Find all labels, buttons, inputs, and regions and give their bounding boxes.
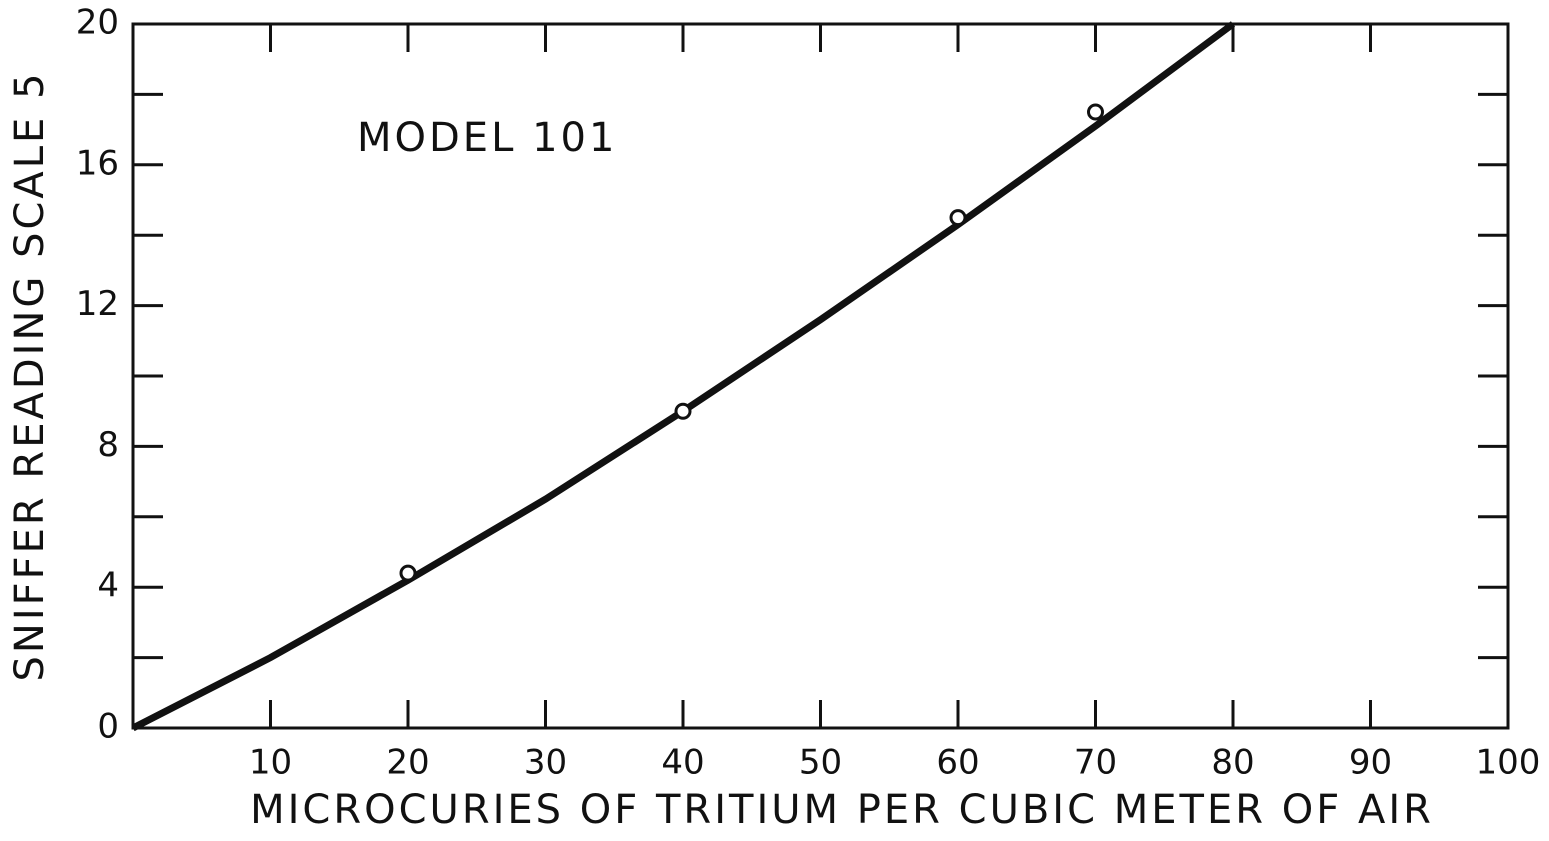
x-tick-label: 100 (1476, 743, 1541, 783)
y-tick-label: 12 (76, 284, 119, 324)
x-tick-label: 90 (1349, 743, 1392, 783)
y-tick-label: 0 (97, 707, 119, 747)
data-point (674, 402, 692, 420)
y-tick-label: 20 (76, 3, 119, 43)
data-point (949, 209, 967, 227)
y-tick-label: 8 (97, 425, 119, 465)
x-tick-label: 60 (936, 743, 979, 783)
x-tick-label: 10 (249, 743, 292, 783)
y-tick-label: 4 (97, 566, 119, 606)
x-tick-label: 70 (1074, 743, 1117, 783)
x-axis-label: MICROCURIES OF TRITIUM PER CUBIC METER O… (250, 787, 1434, 833)
curve (131, 21, 1236, 732)
x-tick-label: 20 (386, 743, 429, 783)
y-tick-label: 16 (76, 143, 119, 183)
x-tick-label: 50 (799, 743, 842, 783)
x-tick-label: 40 (661, 743, 704, 783)
annotation: MODEL 101 (357, 115, 617, 161)
x-tick-label: 30 (524, 743, 567, 783)
x-tick-label: 80 (1211, 743, 1254, 783)
data-point (399, 564, 417, 582)
data-point (1087, 103, 1104, 121)
y-axis-label: SNIFFER READING SCALE 5 (7, 71, 53, 682)
